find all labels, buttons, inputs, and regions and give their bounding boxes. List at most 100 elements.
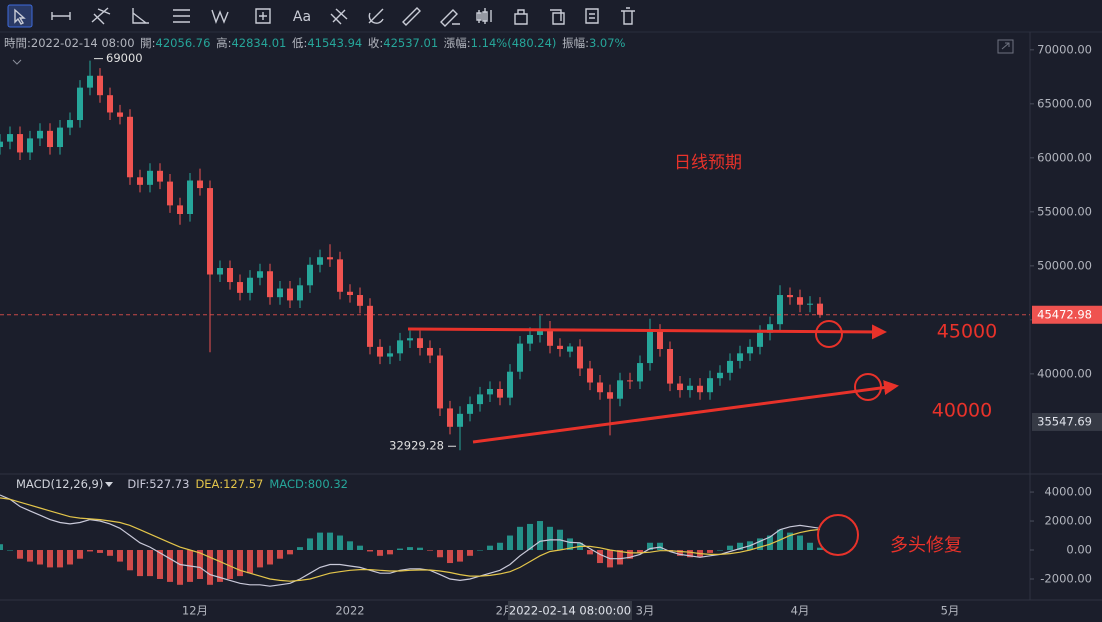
candle-body <box>647 331 653 364</box>
macd-bar <box>497 542 503 551</box>
macd-bar <box>717 550 723 551</box>
info-time: 2022-02-14 08:00 <box>31 36 135 50</box>
macd-bar <box>527 523 533 551</box>
candle-body <box>687 385 693 391</box>
legend-name: DEA: <box>195 477 223 491</box>
ohlc-info: 時間:2022-02-14 08:00 開:42056.76 高:42834.0… <box>4 36 626 50</box>
info-change: 1.14%(480.24) <box>471 36 557 50</box>
tool-ruler[interactable] <box>330 8 348 25</box>
legend-name: DIF: <box>127 477 149 491</box>
macd-bar <box>147 550 153 577</box>
candle-body <box>587 368 593 383</box>
candle-body <box>677 383 683 391</box>
candle-body <box>467 404 473 414</box>
candle-body <box>27 138 33 153</box>
candle-body <box>0 141 3 148</box>
macd-bar <box>7 550 13 551</box>
macd-bar <box>77 550 83 559</box>
candle-body <box>517 343 523 372</box>
candle-body <box>797 297 803 305</box>
tool-hline[interactable] <box>51 12 71 20</box>
tool-fib[interactable] <box>173 9 190 23</box>
candle-body <box>357 295 363 306</box>
candle-body <box>197 180 203 189</box>
info-label: 低: <box>292 36 307 50</box>
candle-body <box>207 188 213 275</box>
candle-body <box>417 338 423 348</box>
candle-body <box>407 338 413 341</box>
circle-mark <box>854 373 882 401</box>
y-tick-label: 0.00 <box>1066 543 1092 557</box>
legend-value: 800.32 <box>308 477 348 491</box>
tool-magnet[interactable] <box>368 8 384 24</box>
crosshair-price-label: 35547.69 <box>1037 414 1092 428</box>
candle-body <box>547 328 553 346</box>
tool-visibility[interactable] <box>476 8 492 24</box>
macd-bar <box>807 542 813 551</box>
circle-mark <box>815 320 843 348</box>
candle-body <box>167 181 173 206</box>
macd-bar <box>267 550 273 565</box>
candle-body <box>537 328 543 335</box>
macd-bar <box>67 550 73 565</box>
macd-bar <box>447 550 453 564</box>
candle-body <box>177 205 183 215</box>
macd-bar <box>257 550 263 568</box>
tool-angle[interactable] <box>132 8 149 24</box>
candle-body <box>7 134 13 142</box>
tool-eraser[interactable] <box>440 9 460 27</box>
candle-body <box>747 346 753 354</box>
candle-body <box>217 268 223 275</box>
legend-value: 527.73 <box>149 477 189 491</box>
info-label: 收: <box>368 36 383 50</box>
candle-body <box>627 380 633 382</box>
macd-bar <box>127 550 133 571</box>
candle-body <box>607 392 613 399</box>
macd-legend: MACD(12,26,9) DIF:527.73 DEA:127.57 MACD:80… <box>16 477 348 491</box>
collapse-toggle[interactable] <box>12 59 22 65</box>
tool-copy[interactable] <box>550 9 565 25</box>
candle-body <box>527 334 533 344</box>
maximize-button[interactable] <box>997 39 1014 54</box>
macd-bar <box>207 550 213 585</box>
macd-bar <box>87 550 93 552</box>
candle-body <box>497 388 503 398</box>
tool-lines[interactable] <box>91 7 111 25</box>
macd-bar <box>487 545 493 551</box>
tool-delete[interactable] <box>621 7 635 25</box>
tool-cursor[interactable] <box>7 4 33 28</box>
candle-body <box>567 346 573 352</box>
macd-bar <box>357 545 363 551</box>
macd-bar <box>57 550 63 568</box>
info-high: 42834.01 <box>231 36 286 50</box>
cursor-icon <box>14 8 26 25</box>
candle-body <box>107 95 113 113</box>
macd-bar <box>27 550 33 562</box>
candle-body <box>277 288 283 298</box>
candle-body <box>597 382 603 393</box>
candle-body <box>97 75 103 96</box>
candle-body <box>87 75 93 88</box>
macd-bar <box>167 550 173 582</box>
tool-lock[interactable] <box>514 9 528 25</box>
tool-pen[interactable] <box>402 7 421 26</box>
tool-pattern[interactable] <box>211 9 229 25</box>
candle-body <box>667 349 673 384</box>
tool-text[interactable]: Aa <box>293 9 311 25</box>
macd-bar <box>337 535 343 551</box>
macd-bar <box>617 550 623 565</box>
annotation: 45000 <box>937 321 997 343</box>
candle-body <box>267 271 273 298</box>
tool-template[interactable] <box>585 8 599 24</box>
macd-bar <box>597 550 603 564</box>
macd-bar <box>417 547 423 551</box>
candle-body <box>697 385 703 393</box>
tool-measure[interactable] <box>255 8 271 24</box>
candle-body <box>47 130 53 148</box>
candle-body <box>437 355 443 409</box>
candle-body <box>387 353 393 357</box>
candle-body <box>157 170 163 182</box>
macd-bar <box>457 550 463 562</box>
macd-bar <box>437 550 443 558</box>
info-label: 時間: <box>4 36 31 50</box>
